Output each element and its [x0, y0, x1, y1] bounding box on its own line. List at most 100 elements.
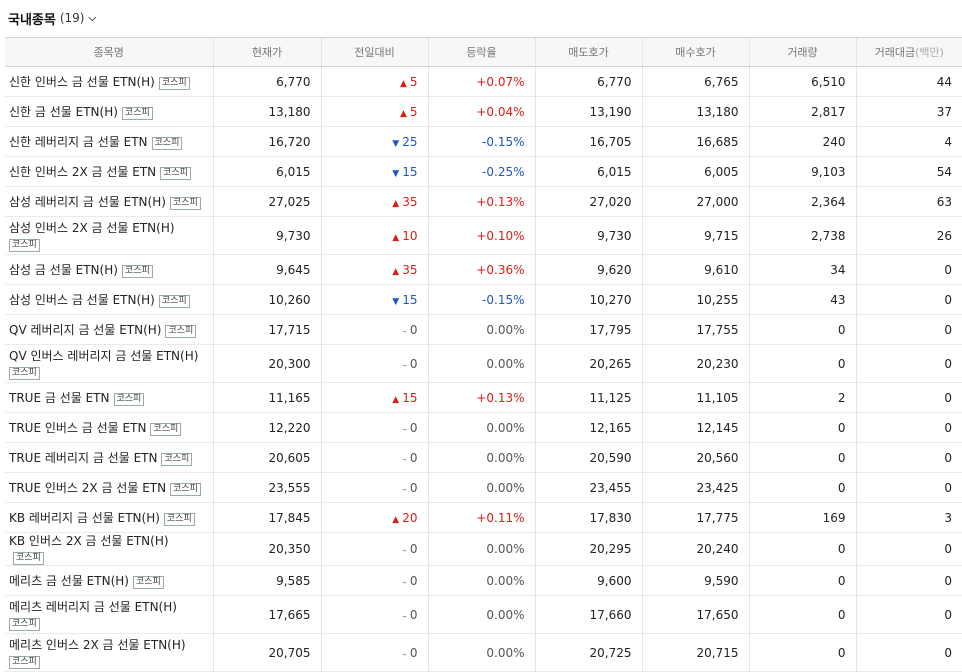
volume-cell: 9,103 — [748, 156, 856, 187]
table-row[interactable]: 신한 인버스 2X 금 선물 ETN 코스피 6,015 ▼ 15 -0.25% 6,015… — [5, 156, 962, 187]
table-row[interactable]: 메리츠 금 선물 ETN(H) 코스피 9,585–0 0.00% 9,600 9,590… — [5, 565, 962, 596]
stock-name-link[interactable]: 신한 인버스 2X 금 선물 ETN — [9, 164, 157, 179]
bid-cell: 17,755 — [641, 314, 749, 345]
stock-name-link[interactable]: KB 인버스 2X 금 선물 ETN(H) — [9, 534, 169, 548]
market-badge: 코스피 — [150, 422, 182, 436]
ask-cell: 17,660 — [534, 595, 642, 634]
change-value: 0 — [409, 542, 418, 556]
arrow-up-icon: ▲ — [392, 394, 400, 405]
rate-cell: +0.04% — [427, 96, 535, 127]
stock-name-link[interactable]: TRUE 금 선물 ETN — [9, 390, 110, 405]
amount-cell: 0 — [855, 532, 962, 566]
table-row[interactable]: 삼성 인버스 2X 금 선물 ETN(H) 코스피 9,730 ▲ 10 +0.10% 9,… — [5, 216, 962, 255]
arrow-up-icon: ▲ — [392, 232, 400, 243]
price-cell: 9,730 — [212, 216, 321, 255]
market-badge: 코스피 — [9, 655, 40, 669]
rate-cell: +0.13% — [427, 382, 535, 413]
table-row[interactable]: 메리츠 레버리지 금 선물 ETN(H) 코스피 17,665–0 0.00% 17,6… — [5, 595, 962, 634]
table-row[interactable]: TRUE 금 선물 ETN 코스피 11,165 ▲ 15 +0.13% 11,125 11,… — [5, 382, 962, 413]
stock-name-link[interactable]: 신한 금 선물 ETN(H) — [9, 104, 118, 119]
col-ask[interactable]: 매도호가 — [534, 37, 642, 67]
bid-cell: 6,005 — [641, 156, 749, 187]
table-row[interactable]: 신한 인버스 금 선물 ETN(H) 코스피 6,770 ▲ 5 +0.07% 6,770 6… — [5, 66, 962, 97]
market-badge: 코스피 — [151, 136, 183, 150]
table-row[interactable]: 삼성 금 선물 ETN(H) 코스피 9,645 ▲ 35 +0.36% 9,620 9,61… — [5, 254, 962, 285]
col-amount[interactable]: 거래대금(백만) — [855, 37, 962, 67]
stock-name-link[interactable]: TRUE 인버스 2X 금 선물 ETN — [9, 480, 167, 495]
volume-cell: 0 — [748, 532, 856, 566]
stock-name-link[interactable]: 메리츠 인버스 2X 금 선물 ETN(H) — [9, 637, 186, 652]
market-badge: 코스피 — [121, 264, 153, 278]
stock-name-link[interactable]: 신한 인버스 금 선물 ETN(H) — [9, 74, 155, 89]
rate-cell: 0.00% — [427, 472, 535, 503]
stock-name-link[interactable]: TRUE 레버리지 금 선물 ETN — [9, 450, 158, 465]
stock-name-cell: TRUE 인버스 금 선물 ETN 코스피 — [5, 412, 213, 443]
ask-cell: 17,795 — [534, 314, 642, 345]
volume-cell: 34 — [748, 254, 856, 285]
price-cell: 9,585 — [212, 565, 321, 596]
change-cell: –0 — [320, 565, 428, 596]
table-row[interactable]: QV 인버스 레버리지 금 선물 ETN(H) 코스피 20,300–0 0.00% 2… — [5, 344, 962, 383]
change-cell: –0 — [320, 412, 428, 443]
col-price[interactable]: 현재가 — [212, 37, 321, 67]
amount-cell: 0 — [855, 284, 962, 315]
bid-cell: 20,240 — [641, 532, 749, 566]
market-badge: 코스피 — [169, 196, 201, 210]
amount-cell: 26 — [855, 216, 962, 255]
stock-name-cell: QV 레버리지 금 선물 ETN(H) 코스피 — [5, 314, 213, 345]
stock-name-link[interactable]: QV 레버리지 금 선물 ETN(H) — [9, 322, 162, 337]
stock-name-link[interactable]: QV 인버스 레버리지 금 선물 ETN(H) — [9, 348, 199, 363]
table-row[interactable]: TRUE 인버스 금 선물 ETN 코스피 12,220–0 0.00% 12,165 1… — [5, 412, 962, 443]
change-cell: –0 — [320, 472, 428, 503]
stock-name-link[interactable]: 삼성 인버스 2X 금 선물 ETN(H) — [9, 220, 175, 235]
dash-icon: – — [402, 484, 407, 495]
stock-name-link[interactable]: 메리츠 금 선물 ETN(H) — [9, 573, 129, 588]
stock-name-cell: 메리츠 금 선물 ETN(H) 코스피 — [5, 565, 213, 596]
stock-name-link[interactable]: 삼성 레버리지 금 선물 ETN(H) — [9, 194, 166, 209]
change-value: 0 — [409, 322, 418, 337]
price-cell: 6,770 — [212, 66, 321, 97]
table-row[interactable]: 신한 금 선물 ETN(H) 코스피 13,180 ▲ 5 +0.04% 13,190 13,… — [5, 96, 962, 127]
ask-cell: 9,730 — [534, 216, 642, 255]
dash-icon: – — [402, 546, 407, 556]
stock-name-link[interactable]: KB 레버리지 금 선물 ETN(H) — [9, 510, 160, 525]
change-value: 15 — [402, 390, 418, 405]
stock-name-cell: 신한 인버스 2X 금 선물 ETN 코스피 — [5, 156, 213, 187]
change-cell: –0 — [320, 595, 428, 634]
col-rate[interactable]: 등락율 — [427, 37, 535, 67]
col-name[interactable]: 종목명 — [5, 37, 213, 67]
stock-name-cell: 삼성 인버스 2X 금 선물 ETN(H) 코스피 — [5, 216, 213, 255]
market-badge: 코스피 — [9, 617, 40, 631]
table-row[interactable]: 신한 레버리지 금 선물 ETN 코스피 16,720 ▼ 25 -0.15% 16,705… — [5, 126, 962, 157]
col-change[interactable]: 전일대비 — [320, 37, 428, 67]
market-badge: 코스피 — [13, 552, 44, 565]
chevron-down-icon[interactable]: ⌵ — [88, 12, 97, 24]
stock-name-cell: KB 레버리지 금 선물 ETN(H) 코스피 — [5, 502, 213, 533]
stock-name-link[interactable]: 삼성 인버스 금 선물 ETN(H) — [9, 292, 155, 307]
market-badge: 코스피 — [161, 452, 193, 466]
table-row[interactable]: TRUE 레버리지 금 선물 ETN 코스피 20,605–0 0.00% 20,590… — [5, 442, 962, 473]
section-header: 국내종목 (19) ⌵ — [8, 6, 96, 30]
table-row[interactable]: 삼성 인버스 금 선물 ETN(H) 코스피 10,260 ▼ 15 -0.15% 10,2… — [5, 284, 962, 315]
price-cell: 17,715 — [212, 314, 321, 345]
table-row[interactable]: TRUE 인버스 2X 금 선물 ETN 코스피 23,555–0 0.00% 23,4… — [5, 472, 962, 503]
table-row[interactable]: KB 인버스 2X 금 선물 ETN(H)코스피 20,350–0 0.00% 20,… — [5, 532, 962, 566]
market-badge: 코스피 — [170, 482, 201, 496]
table-row[interactable]: KB 레버리지 금 선물 ETN(H) 코스피 17,845 ▲ 20 +0.11% 17,… — [5, 502, 962, 533]
table-row[interactable]: QV 레버리지 금 선물 ETN(H) 코스피 17,715–0 0.00% 17,79… — [5, 314, 962, 345]
market-badge: 코스피 — [158, 76, 190, 90]
market-badge: 코스피 — [163, 512, 195, 526]
col-bid[interactable]: 매수호가 — [641, 37, 749, 67]
rate-cell: 0.00% — [427, 633, 535, 672]
ask-cell: 20,295 — [534, 532, 642, 566]
ask-cell: 20,725 — [534, 633, 642, 672]
stock-name-link[interactable]: TRUE 인버스 금 선물 ETN — [9, 420, 147, 435]
stock-name-link[interactable]: 메리츠 레버리지 금 선물 ETN(H) — [9, 599, 177, 614]
table-row[interactable]: 메리츠 인버스 2X 금 선물 ETN(H) 코스피 20,705–0 0.00% 20… — [5, 633, 962, 672]
price-cell: 16,720 — [212, 126, 321, 157]
table-row[interactable]: 삼성 레버리지 금 선물 ETN(H) 코스피 27,025 ▲ 35 +0.13% 27,… — [5, 186, 962, 217]
stock-name-link[interactable]: 삼성 금 선물 ETN(H) — [9, 262, 118, 277]
stock-name-link[interactable]: 신한 레버리지 금 선물 ETN — [9, 134, 148, 149]
col-volume[interactable]: 거래량 — [748, 37, 856, 67]
amount-cell: 3 — [855, 502, 962, 533]
